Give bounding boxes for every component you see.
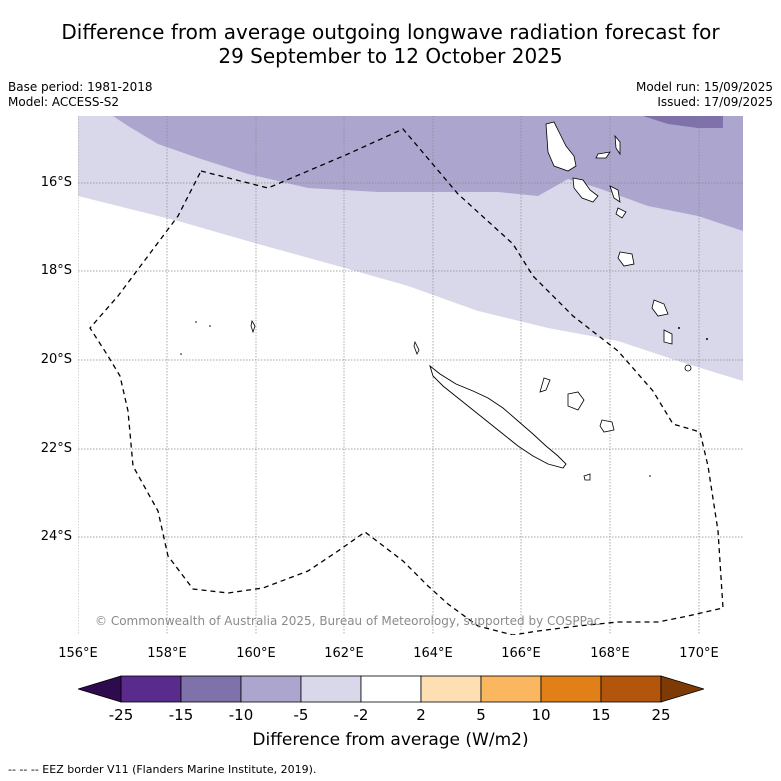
colorbar-tick-label: 25 xyxy=(651,706,671,724)
colorbar-high-extend xyxy=(660,675,704,703)
base-period: Base period: 1981-2018 xyxy=(8,80,153,94)
issued-date: Issued: 17/09/2025 xyxy=(657,95,773,109)
colorbar-segment xyxy=(240,675,302,703)
maewo-island xyxy=(614,134,621,156)
model-run: Model run: 15/09/2025 xyxy=(635,80,773,94)
erromango-island xyxy=(651,299,669,317)
colorbar-tick-label: 10 xyxy=(531,706,551,724)
colorbar-tick-label: 15 xyxy=(591,706,611,724)
small-islet xyxy=(180,353,182,355)
ambae-island xyxy=(595,151,611,159)
colorbar-tick-label: -25 xyxy=(108,706,134,724)
colorbar xyxy=(78,675,704,703)
aneityum-island xyxy=(684,364,692,372)
lon-label: 156°E xyxy=(58,646,98,661)
colorbar-segment xyxy=(600,675,662,703)
colorbar-tick-label: 2 xyxy=(416,706,426,724)
small-islet xyxy=(649,475,651,477)
small-islet xyxy=(195,321,197,323)
eez-legend-note: -- -- -- EEZ border V11 (Flanders Marine… xyxy=(8,763,317,776)
map-panel: © Commonwealth of Australia 2025, Bureau… xyxy=(78,116,743,635)
colorbar-segment xyxy=(420,675,482,703)
colorbar-label: Difference from average (W/m2) xyxy=(252,730,529,750)
anomaly-band-dark xyxy=(643,116,723,128)
malekula-island xyxy=(572,177,599,203)
lon-label: 160°E xyxy=(236,646,276,661)
colorbar-tick-label: -10 xyxy=(228,706,254,724)
small-islet xyxy=(706,338,708,340)
lon-label: 166°E xyxy=(501,646,541,661)
colorbar-segment xyxy=(480,675,542,703)
colorbar-segment xyxy=(120,675,182,703)
espiritu-santo-island xyxy=(545,121,577,172)
isle-of-pines xyxy=(583,473,591,481)
new-caledonia-island xyxy=(429,364,567,469)
lon-label: 168°E xyxy=(590,646,630,661)
colorbar-low-extend xyxy=(78,675,122,703)
lon-label: 162°E xyxy=(324,646,364,661)
meta-right: Model run: 15/09/2025 Issued: 17/09/2025 xyxy=(636,80,773,110)
lat-label: 24°S xyxy=(40,529,72,544)
lat-label: 20°S xyxy=(40,352,72,367)
meta-left: Base period: 1981-2018 Model: ACCESS-S2 xyxy=(8,80,153,110)
colorbar-segment xyxy=(540,675,602,703)
lon-label: 158°E xyxy=(147,646,187,661)
colorbar-tick-label: -15 xyxy=(168,706,194,724)
small-islet xyxy=(678,327,680,329)
colorbar-segment xyxy=(180,675,242,703)
model-name: Model: ACCESS-S2 xyxy=(8,95,120,109)
colorbar-tick-label: -5 xyxy=(293,706,309,724)
colorbar-tick-label: 5 xyxy=(476,706,486,724)
lifou-island xyxy=(567,391,585,411)
belep-island xyxy=(413,340,420,355)
lon-label: 164°E xyxy=(413,646,453,661)
mare-island xyxy=(599,419,615,433)
colorbar-segment xyxy=(360,675,422,703)
small-islet xyxy=(209,325,211,327)
title-line-1: Difference from average outgoing longwav… xyxy=(61,20,720,44)
lon-label: 170°E xyxy=(679,646,719,661)
lat-label: 18°S xyxy=(40,263,72,278)
colorbar-tick-label: -2 xyxy=(353,706,369,724)
efate-island xyxy=(617,251,635,267)
map-title: Difference from average outgoing longwav… xyxy=(0,20,781,68)
title-line-2: 29 September to 12 October 2025 xyxy=(218,44,563,68)
eez-border xyxy=(89,128,724,635)
chesterfield-islet xyxy=(250,319,256,334)
copyright-notice: © Commonwealth of Australia 2025, Bureau… xyxy=(95,614,601,628)
lat-label: 22°S xyxy=(40,441,72,456)
lat-label: 16°S xyxy=(40,175,72,190)
map-svg xyxy=(78,116,743,635)
anomaly-band-medium xyxy=(113,116,743,231)
colorbar-segment xyxy=(300,675,362,703)
epi-island xyxy=(615,207,627,219)
ouvea-island xyxy=(539,377,551,393)
pentecost-island xyxy=(609,185,621,203)
tanna-island xyxy=(663,329,673,345)
